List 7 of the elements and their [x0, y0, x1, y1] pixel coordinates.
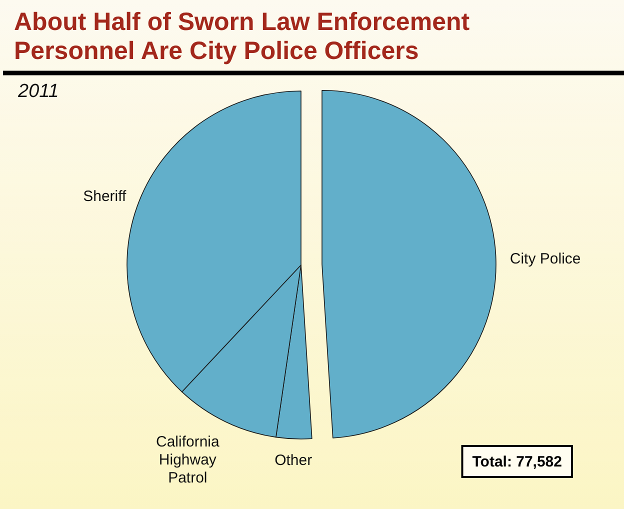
slice-label: California Highway Patrol	[156, 433, 220, 486]
slice-label: Sheriff	[83, 188, 128, 205]
chart-subtitle: 2011	[17, 81, 59, 102]
slice-label: City Police	[510, 250, 581, 268]
slice-label: Other	[274, 452, 312, 469]
text: Total: 77,582	[472, 454, 562, 470]
chart-title: About Half of Sworn Law Enforcement Personnel Are City Police Officers	[14, 8, 470, 65]
